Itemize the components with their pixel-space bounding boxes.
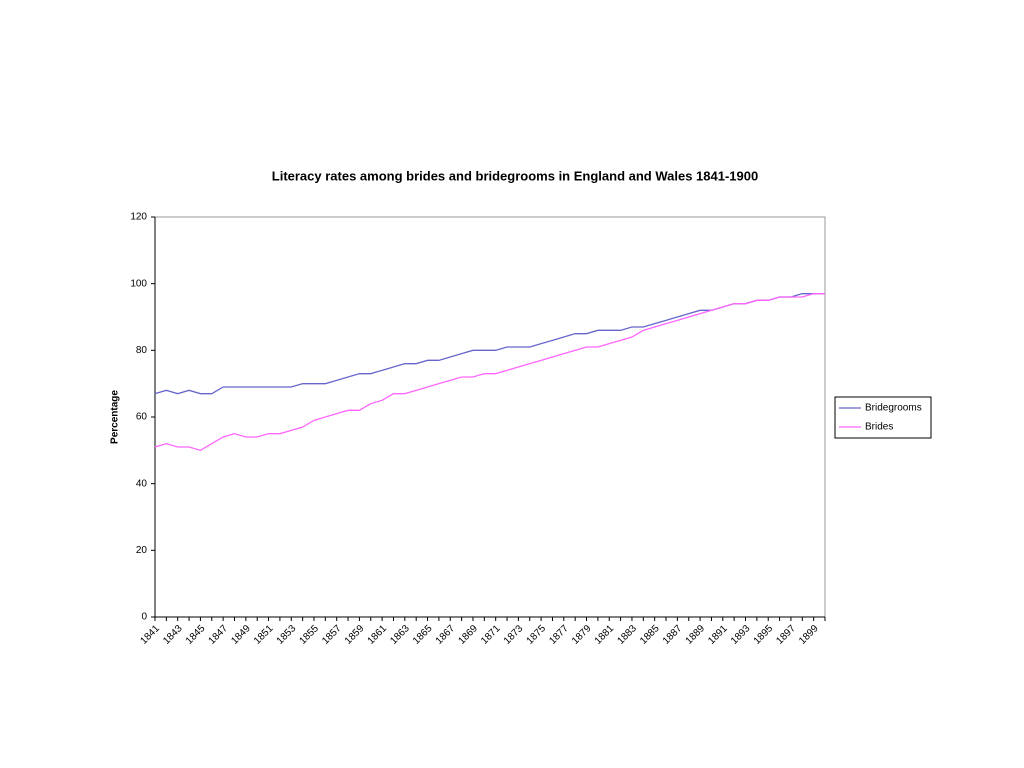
x-tick-label: 1881: [593, 623, 617, 647]
x-tick-label: 1843: [161, 623, 185, 647]
x-tick-label: 1849: [229, 623, 253, 647]
y-tick-label: 40: [136, 478, 148, 489]
legend-label: Bridegrooms: [865, 403, 922, 414]
x-tick-label: 1897: [774, 623, 798, 647]
series-line: [154, 293, 825, 452]
legend-box: [834, 396, 932, 439]
x-tick-label: 1895: [752, 623, 776, 647]
x-tick-label: 1877: [547, 623, 571, 647]
x-tick-label: 1851: [252, 623, 276, 647]
x-tick-label: 1857: [320, 623, 344, 647]
y-tick-label: 60: [136, 412, 148, 423]
chart-title: Literacy rates among brides and bridegro…: [272, 168, 758, 183]
x-tick-label: 1847: [207, 623, 231, 647]
legend-label: Brides: [865, 422, 893, 433]
x-tick-label: 1885: [638, 623, 662, 647]
x-tick-label: 1841: [138, 623, 162, 647]
x-tick-label: 1865: [411, 623, 435, 647]
x-tick-label: 1889: [684, 623, 708, 647]
x-tick-label: 1893: [729, 623, 753, 647]
y-tick-label: 80: [136, 345, 148, 356]
y-tick-label: 100: [130, 278, 147, 289]
x-tick-label: 1869: [456, 623, 480, 647]
x-tick-label: 1853: [275, 623, 299, 647]
x-tick-label: 1873: [502, 623, 526, 647]
x-tick-label: 1871: [479, 623, 503, 647]
x-tick-label: 1899: [797, 623, 821, 647]
y-tick-label: 20: [136, 545, 148, 556]
y-tick-label: 120: [130, 212, 147, 223]
x-tick-label: 1887: [661, 623, 685, 647]
y-axis-title: Percentage: [110, 390, 121, 444]
x-tick-label: 1875: [525, 623, 549, 647]
y-tick-label: 0: [141, 612, 147, 623]
series-line: [154, 293, 825, 395]
x-tick-label: 1859: [343, 623, 367, 647]
x-tick-label: 1855: [297, 623, 321, 647]
x-tick-label: 1867: [434, 623, 458, 647]
x-tick-label: 1863: [388, 623, 412, 647]
x-tick-label: 1883: [615, 623, 639, 647]
plot-area: [154, 216, 826, 618]
x-tick-label: 1861: [366, 623, 390, 647]
x-tick-label: 1879: [570, 623, 594, 647]
x-tick-label: 1845: [184, 623, 208, 647]
x-tick-label: 1891: [706, 623, 730, 647]
